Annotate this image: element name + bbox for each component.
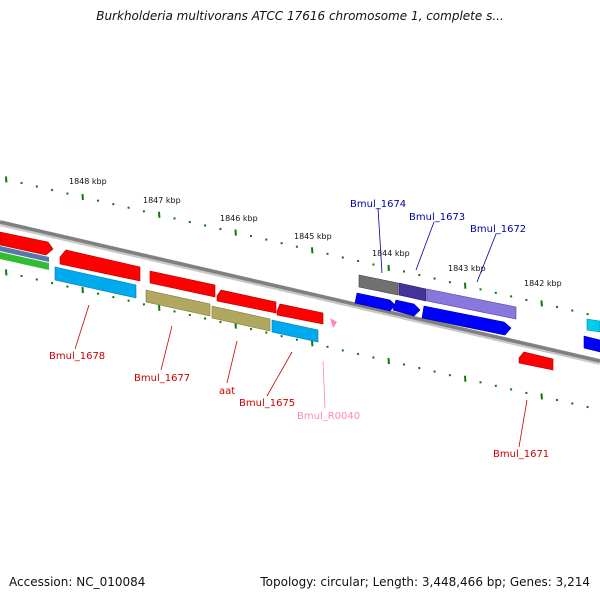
gene-red-3[interactable]: [216, 289, 277, 314]
gene-aat[interactable]: [211, 305, 271, 332]
leader-bmul-1674: [377, 207, 383, 274]
gene-bmul-1672[interactable]: [426, 288, 517, 320]
gene-bmul-1677[interactable]: [145, 289, 211, 317]
map-title: Burkholderia multivorans ATCC 17616 chro…: [96, 9, 504, 23]
kbp-label-1843: 1843 kbp: [448, 264, 486, 273]
gene-bmul-1678[interactable]: [54, 266, 137, 299]
leader-bmul-1673: [415, 221, 435, 271]
label-bmul-1677[interactable]: Bmul_1677: [134, 373, 190, 384]
leader-bmul-1677: [160, 325, 173, 371]
gene-left-edge-steel[interactable]: [0, 246, 49, 262]
gene-left-edge-red[interactable]: [0, 231, 54, 256]
leader-bmul-1672: [476, 233, 497, 283]
gene-bmul-1675[interactable]: [271, 319, 319, 343]
kbp-label-1842: 1842 kbp: [524, 279, 562, 288]
topology-summary-text: Topology: circular; Length: 3,448,466 bp…: [260, 575, 590, 589]
kbp-label-1846: 1846 kbp: [220, 214, 258, 223]
kbp-label-1844: 1844 kbp: [372, 249, 410, 258]
leader-aat: [226, 340, 238, 384]
inner-tick-row: [5, 269, 589, 409]
leader-bmul-1678: [74, 304, 90, 350]
gene-blue-3[interactable]: [421, 305, 512, 336]
leader-bmul-1671: [518, 399, 528, 448]
gene-bmul-1678-upper[interactable]: [59, 249, 141, 282]
gene-red-2[interactable]: [149, 270, 216, 298]
leader-bmul-r0040: [322, 360, 326, 409]
gene-right-edge-cyan[interactable]: [586, 318, 600, 333]
gene-right-edge-blue[interactable]: [583, 335, 600, 353]
gene-bmul-1671[interactable]: [518, 351, 554, 371]
kbp-label-1848: 1848 kbp: [69, 177, 107, 186]
gene-red-4[interactable]: [276, 303, 324, 325]
label-bmul-1671[interactable]: Bmul_1671: [493, 449, 549, 460]
outer-tick-row: [5, 176, 589, 316]
gene-bmul-r0040[interactable]: [330, 318, 337, 328]
leader-bmul-1675: [266, 351, 293, 397]
gene-blue-2[interactable]: [392, 299, 421, 317]
label-bmul-r0040[interactable]: Bmul_R0040: [297, 411, 360, 422]
label-bmul-1672[interactable]: Bmul_1672: [470, 224, 526, 235]
kbp-label-1845: 1845 kbp: [294, 232, 332, 241]
label-aat[interactable]: aat: [219, 386, 235, 397]
label-bmul-1678[interactable]: Bmul_1678: [49, 351, 105, 362]
gene-blue-1[interactable]: [354, 292, 396, 312]
chromosome-backbone: [0, 220, 600, 363]
label-bmul-1674[interactable]: Bmul_1674: [350, 199, 406, 210]
accession-text: Accession: NC_010084: [9, 575, 146, 589]
gene-left-edge-green[interactable]: [0, 252, 49, 270]
gene-bmul-1673[interactable]: [398, 282, 427, 302]
kbp-label-1847: 1847 kbp: [143, 196, 181, 205]
gene-bmul-1674[interactable]: [358, 274, 399, 296]
label-bmul-1673[interactable]: Bmul_1673: [409, 212, 465, 223]
label-bmul-1675[interactable]: Bmul_1675: [239, 398, 295, 409]
